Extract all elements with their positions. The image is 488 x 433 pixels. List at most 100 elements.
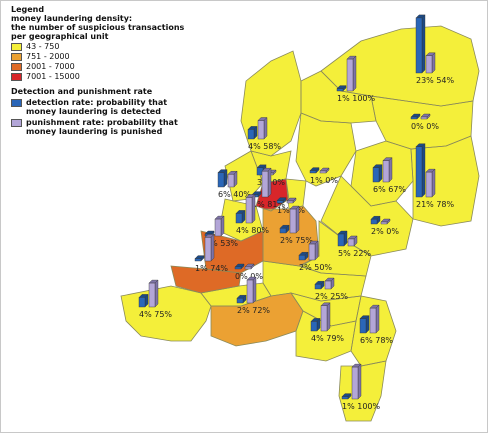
- rate-label: 0% 53%: [205, 239, 238, 248]
- region-kennemerland: [225, 151, 263, 201]
- region-twente: [411, 136, 479, 226]
- detection-bar: [279, 228, 287, 234]
- punishment-bar: [347, 238, 355, 247]
- rate-chart-brabant-zuid-oost: 4% 79%: [310, 302, 344, 343]
- rate-label: 23% 54%: [416, 76, 455, 85]
- region-rotterdam-rijnmond: [171, 266, 241, 293]
- border-noord-oost-gelderland: [320, 175, 414, 257]
- punishment-bar: [346, 58, 354, 92]
- legend-subtitle-line: per geographical unit: [11, 32, 109, 41]
- rate-chart-limburg-noord: 6% 78%: [359, 304, 393, 345]
- region-drenthe: [371, 96, 473, 149]
- punishment-bar: [351, 366, 359, 400]
- detection-bar: [234, 266, 242, 270]
- legend-subtitle-line: money laundering density:: [11, 14, 133, 23]
- legend-class-label: 2001 - 7000: [26, 62, 75, 71]
- detection-bar: [372, 167, 380, 183]
- detection-bar-side: [421, 14, 426, 74]
- rate-label: 4% 80%: [236, 226, 269, 235]
- rate-label: 1% 81%: [252, 200, 285, 209]
- punishment-bar-side: [375, 304, 380, 334]
- punishment-bar: [425, 55, 433, 74]
- punishment-bar: [324, 280, 332, 290]
- region-flevoland: [296, 113, 356, 186]
- rate-label: 5% 22%: [338, 249, 371, 258]
- regions-layer: [121, 26, 479, 421]
- punishment-bar-side: [352, 55, 357, 92]
- rate-chart-haaglanden: 4% 80%: [235, 193, 269, 235]
- rate-label: 6% 67%: [373, 185, 406, 194]
- rate-chart-hollands-midden: 0% 53%: [204, 215, 238, 248]
- punishment-bar-side: [326, 302, 331, 332]
- region-gelderland-midden: [301, 221, 371, 276]
- border-noord-holland-noord: [240, 50, 302, 157]
- detection-bar: [236, 298, 244, 304]
- rate-label: 0% 0%: [411, 122, 439, 131]
- detection-bar: [370, 219, 378, 225]
- punishment-bar: [204, 237, 212, 262]
- legend-class-label: 7001 - 15000: [26, 72, 80, 81]
- punishment-label: punishment rate: probability that money …: [26, 118, 178, 136]
- legend-detection-item: detection rate: probability that money l…: [11, 98, 201, 116]
- detection-bar-side: [223, 169, 228, 188]
- rate-chart-utrecht: 2% 75%: [279, 205, 313, 245]
- punishment-bar-side: [431, 168, 436, 198]
- rate-label: 2% 72%: [237, 306, 270, 315]
- legend-title: Legend: [11, 5, 45, 14]
- punishment-bar: [319, 170, 327, 174]
- detection-bar: [415, 146, 423, 198]
- detection-bar-side: [378, 164, 383, 183]
- rate-label: 1% 0%: [310, 176, 338, 185]
- punishment-bar: [148, 282, 156, 308]
- region-borders: [120, 25, 480, 422]
- punishment-bar: [214, 218, 222, 237]
- rate-label: 21% 78%: [416, 200, 455, 209]
- border-limburg-noord: [350, 295, 397, 367]
- punishment-bar: [425, 171, 433, 198]
- rate-chart-gelderland-zuid: 2% 50%: [298, 240, 332, 272]
- legend-class-item: 2001 - 7000: [11, 62, 201, 71]
- legend-punishment-item: punishment rate: probability that money …: [11, 118, 201, 136]
- rate-label: 4% 75%: [139, 310, 172, 319]
- punishment-bar-side: [251, 193, 256, 224]
- rate-chart-zuid-holland-zuid: 0% 0%: [234, 263, 263, 281]
- detection-bar: [337, 233, 345, 247]
- detection-label: detection rate: probability that money l…: [26, 98, 168, 116]
- legend-class-item: 751 - 2000: [11, 52, 201, 61]
- detection-bar: [138, 297, 146, 308]
- punishment-bar: [245, 197, 253, 224]
- punishment-bar-side: [357, 363, 362, 400]
- rate-chart-gelderland-midden: 5% 22%: [337, 230, 371, 258]
- detection-bar: [314, 284, 322, 290]
- punishment-bar-side: [267, 167, 272, 198]
- detection-bar: [410, 116, 418, 120]
- region-friesland: [301, 71, 376, 123]
- rate-chart-groningen: 23% 54%: [415, 14, 455, 85]
- punishment-bar-side: [220, 215, 225, 237]
- border-limburg-zuid: [338, 360, 387, 422]
- detection-bar: [309, 170, 317, 174]
- detection-bar: [415, 17, 423, 74]
- rate-chart-noord-holland-noord: 4% 58%: [247, 117, 281, 151]
- punishment-bar-side: [233, 170, 238, 188]
- rate-chart-brabant-noord: 2% 25%: [314, 277, 348, 301]
- detection-bar: [341, 396, 349, 400]
- region-noord-holland-noord: [241, 51, 301, 156]
- legend-swatch: [11, 52, 22, 61]
- legend-swatch: [11, 72, 22, 81]
- rate-label: 1% 100%: [342, 402, 381, 411]
- punishment-bar-side: [388, 157, 393, 183]
- rate-chart-zeeland: 4% 75%: [138, 279, 172, 319]
- region-limburg-zuid: [339, 361, 386, 421]
- detection-bar: [194, 258, 202, 262]
- rate-chart-drenthe: 0% 0%: [410, 113, 439, 131]
- punishment-bar: [246, 279, 254, 304]
- detection-bar-side: [365, 315, 370, 334]
- rate-chart-ijsselland: 6% 67%: [372, 157, 406, 194]
- region-hollands-midden: [201, 231, 263, 273]
- legend: Legend money laundering density: the num…: [11, 5, 201, 138]
- rate-chart-twente: 21% 78%: [415, 143, 455, 209]
- rate-chart-midden-west-brabant: 2% 72%: [236, 276, 270, 315]
- rate-label: 4% 79%: [311, 334, 344, 343]
